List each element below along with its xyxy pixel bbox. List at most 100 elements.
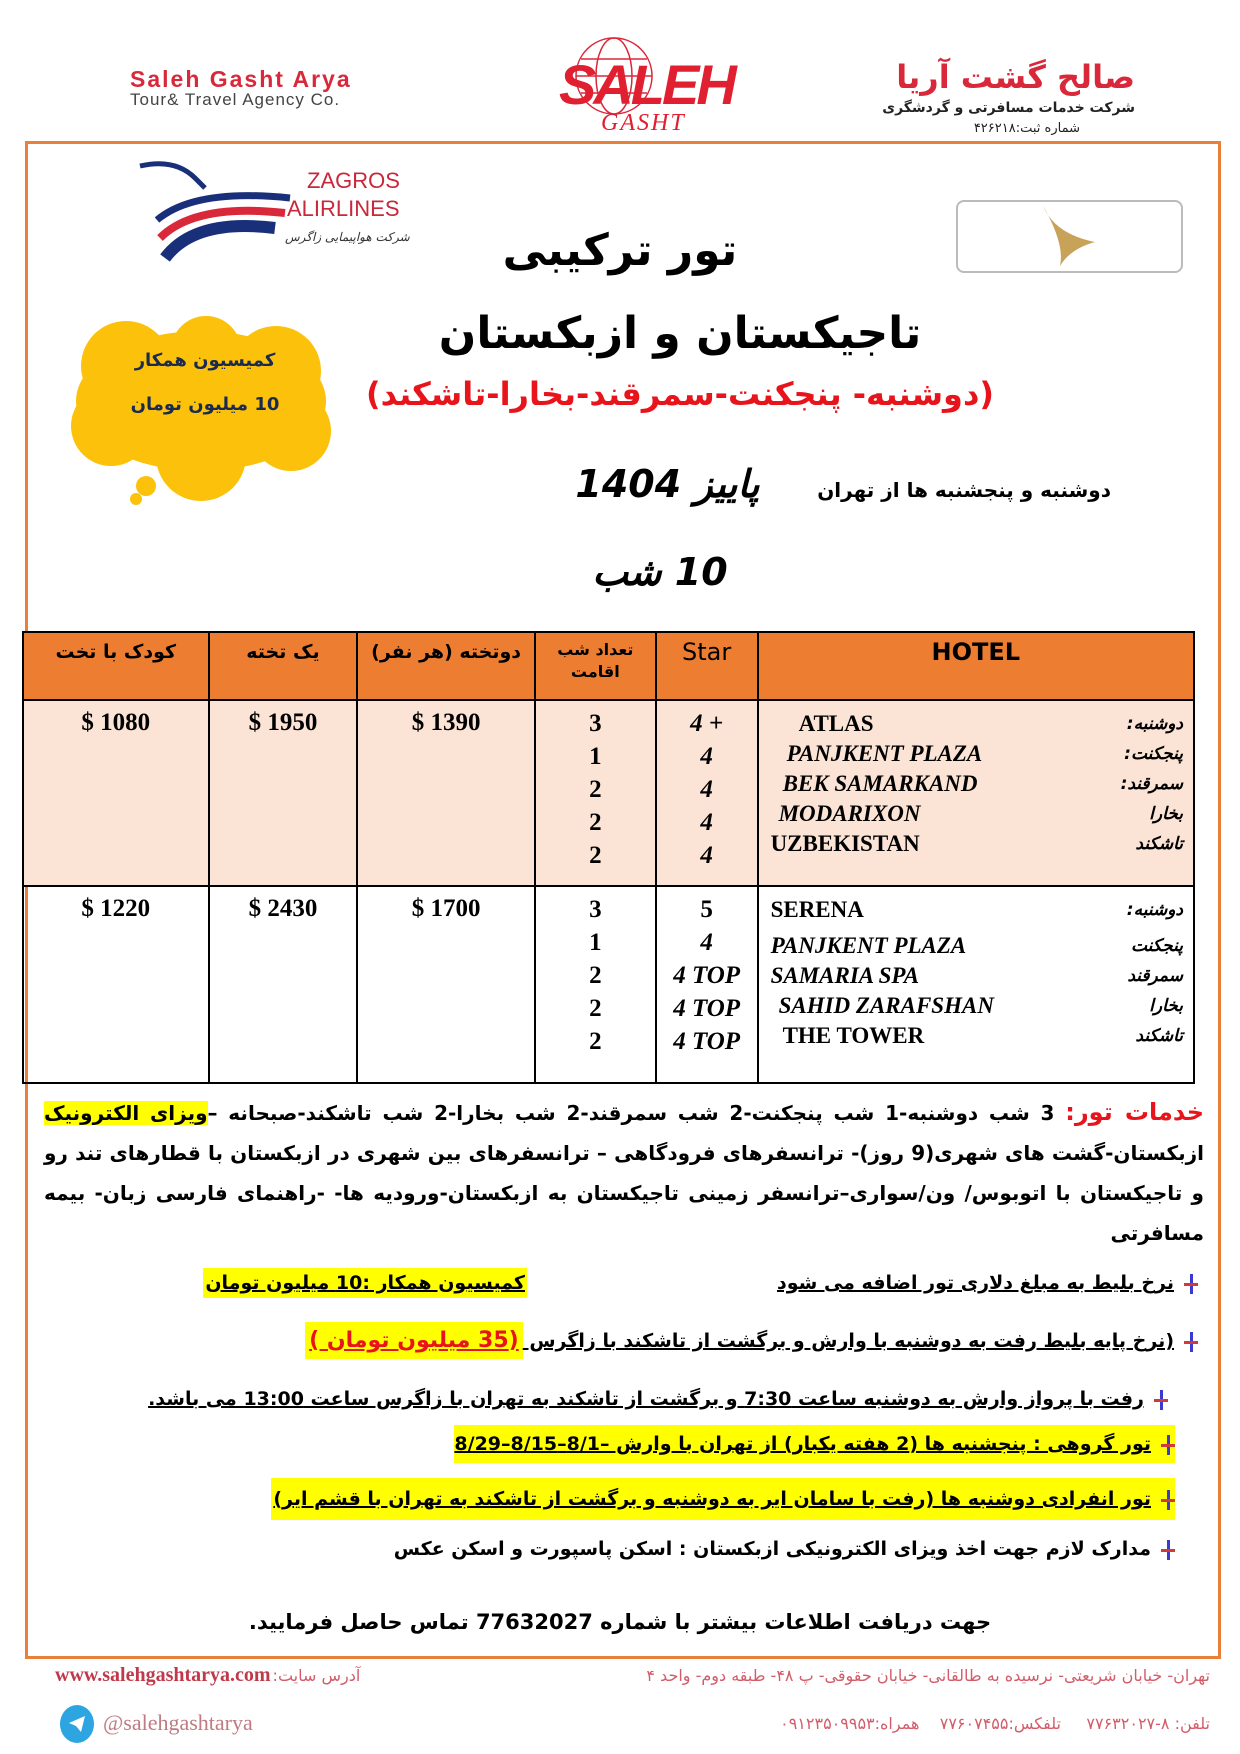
website: www.salehgashtarya.com آدرس سایت: (55, 1664, 360, 1687)
note-highlight: کمیسیون همکار :10 میلیون تومان (203, 1268, 527, 1298)
header-star: Star (654, 631, 759, 701)
stars-list: 4 + 4 4 4 4 (654, 699, 759, 887)
hotels-list: ATLAS دوشنبه: PANJKENT PLAZA پنجکنت: BEK S… (756, 699, 1196, 887)
services-text-b: ازبکستان-گشت های شهری(9 روز)- ترانسفرهای… (44, 1141, 1204, 1245)
bullet-plus-icon (1161, 1489, 1175, 1510)
price-double: $ 1390 (356, 699, 536, 887)
nights-value: 2 (589, 995, 602, 1022)
star-value: 4 TOP (673, 962, 741, 989)
hotel-entry: PANJKENT PLAZA پنجکنت (771, 931, 1183, 961)
services-text-a: 3 شب دوشنبه-1 شب پنجکنت-2 شب سمرقند-2 شب… (207, 1101, 1066, 1125)
hotel-name: MODARIXON (778, 801, 921, 826)
stars-list: 5 4 4 TOP 4 TOP 4 TOP (654, 885, 759, 1084)
price-single: $ 1950 (207, 699, 359, 887)
zagros-line2: ALIRLINES (287, 196, 400, 221)
hotel-entry: MODARIXON بخارا (771, 799, 1183, 829)
hotel-city: بخارا (1149, 996, 1183, 1016)
note-ticket-commission: نرخ بلیط به مبلغ دلاری تور اضافه می شود ک… (203, 1268, 1198, 1298)
website-label: آدرس سایت: (272, 1666, 361, 1685)
star-value: 4 (700, 929, 713, 956)
note-base-ticket-price: (نرخ پایه بلیط رفت به دوشنبه با وارش و ب… (305, 1322, 1198, 1359)
nights-value: 3 (589, 896, 602, 923)
price-table: کودک با تخت یک تخته دوتخته (هر نفر) تعدا… (22, 631, 1196, 1084)
telegram-handle[interactable]: @salehgashtarya (103, 1710, 253, 1735)
hotel-city: سمرقند (1127, 966, 1183, 986)
commission-amount: 10 میلیون تومان (130, 394, 280, 415)
hotel-city: دوشنبه: (1126, 900, 1183, 920)
hotel-name: SAHID ZARAFSHAN (778, 993, 994, 1018)
hotel-city: بخارا (1149, 804, 1183, 824)
bullet-plus-icon (1161, 1539, 1175, 1560)
star-value: 4 TOP (673, 1028, 741, 1055)
note-highlight: (35 میلیون تومان ) (305, 1322, 523, 1359)
bullet-plus-icon (1161, 1434, 1175, 1455)
star-value: 4 (700, 809, 713, 836)
nights-list: 3 1 2 2 2 (533, 699, 657, 887)
season: پاییز 1404 (575, 462, 760, 506)
hotel-city: تاشکند (1135, 834, 1183, 854)
note-visa-documents: مدارک لازم جهت اخذ ویزای الکترونیکی ازبک… (394, 1538, 1175, 1560)
services-label: خدمات تور: (1065, 1098, 1205, 1126)
header-single: یک تخته (207, 631, 359, 701)
saleh-gasht-logo: SALEH GASHT (539, 34, 750, 136)
note-text: تور گروهی : پنجشنبه ها (2 هفته یکبار) از… (454, 1433, 1151, 1455)
nights-value: 2 (589, 842, 602, 869)
address: تهران- خیابان شریعتی- نرسیده به طالقانی-… (646, 1666, 1210, 1685)
nights-value: 2 (589, 776, 602, 803)
star-value: 4 (700, 743, 713, 770)
star-value: 4 (700, 842, 713, 869)
hotel-city: تاشکند (1135, 1026, 1183, 1046)
header-hotel: HOTEL (756, 631, 1196, 701)
hotels-list: SERENA دوشنبه: PANJKENT PLAZA پنجکنت SAMAR… (756, 885, 1196, 1084)
hotel-entry: BEK SAMARKAND سمرقند: (771, 769, 1183, 799)
note-group-tour: تور گروهی : پنجشنبه ها (2 هفته یکبار) از… (454, 1425, 1175, 1463)
star-value: 4 (700, 776, 713, 803)
header-nights: تعداد شب اقامت (533, 631, 657, 701)
tour-services: خدمات تور: 3 شب دوشنبه-1 شب پنجکنت-2 شب … (44, 1092, 1204, 1253)
table-row: $ 1220 $ 2430 $ 1700 3 1 2 2 2 5 4 4 TOP… (22, 885, 1196, 1084)
brand-name-fa: صالح گشت آریا (896, 58, 1135, 96)
hotel-name: PANJKENT PLAZA (770, 933, 967, 958)
note-text: مدارک لازم جهت اخذ ویزای الکترونیکی ازبک… (393, 1538, 1151, 1560)
nights-value: 2 (589, 1028, 602, 1055)
nights-count: 10 شب (592, 550, 728, 594)
telegram-icon[interactable] (60, 1705, 94, 1743)
hotel-entry: PANJKENT PLAZA پنجکنت: (771, 739, 1183, 769)
table-row: $ 1080 $ 1950 $ 1390 3 1 2 2 2 4 + 4 4 4… (22, 699, 1196, 887)
star-value: 4 TOP (673, 995, 741, 1022)
hotel-city: پنجکنت (1130, 936, 1183, 956)
hotel-name: UZBEKISTAN (770, 831, 920, 856)
hotel-entry: SAMARIA SPA سمرقند (771, 961, 1183, 991)
note-text: نرخ بلیط به مبلغ دلاری تور اضافه می شود (776, 1272, 1174, 1294)
table-header-row: کودک با تخت یک تخته دوتخته (هر نفر) تعدا… (22, 631, 1196, 701)
countries-title: تاجیکستان و ازبکستان (438, 308, 922, 359)
bullet-plus-icon (1154, 1389, 1168, 1410)
hotel-entry: SERENA دوشنبه: (771, 895, 1183, 925)
hotel-name: BEK SAMARKAND (782, 771, 978, 796)
hotel-city: پنجکنت: (1124, 744, 1183, 764)
hotel-city: سمرقند: (1120, 774, 1183, 794)
price-child: $ 1080 (22, 699, 210, 887)
hotel-entry: ATLAS دوشنبه: (771, 709, 1183, 739)
services-evisa-highlight: ویزای الکترونیک (44, 1101, 208, 1125)
star-value: 4 + (690, 710, 724, 737)
hotel-name: PANJKENT PLAZA (786, 741, 983, 766)
note-text: تور انفرادی دوشنبه ها (رفت با سامان ایر … (273, 1488, 1151, 1510)
hotel-name: SERENA (770, 897, 864, 922)
logo-text-gasht: GASHT (601, 110, 686, 136)
departure-days: دوشنبه و پنجشنبه ها از تهران (817, 478, 1111, 502)
nights-value: 2 (589, 809, 602, 836)
nights-value: 1 (589, 929, 602, 956)
brand-subtitle-fa: شرکت خدمات مسافرتی و گردشگری (882, 100, 1135, 116)
commission-label: کمیسیون همکار (134, 350, 276, 371)
hotel-entry: THE TOWER تاشکند (771, 1021, 1183, 1051)
zagros-fa: شرکت هواپیمایی زاگرس (285, 230, 410, 244)
note-text: رفت با پرواز وارش به دوشنبه ساعت 7:30 و … (148, 1388, 1144, 1410)
airline-bird-logo (956, 200, 1183, 273)
website-link[interactable]: www.salehgashtarya.com (55, 1664, 271, 1686)
price-double: $ 1700 (356, 885, 536, 1084)
hotel-entry: UZBEKISTAN تاشکند (771, 829, 1183, 859)
price-child: $ 1220 (22, 885, 210, 1084)
tour-type-title: تور ترکیبی (502, 225, 738, 276)
route-title: (دوشنبه- پنجکنت-سمرقند-بخارا-تاشکند) (366, 375, 994, 413)
